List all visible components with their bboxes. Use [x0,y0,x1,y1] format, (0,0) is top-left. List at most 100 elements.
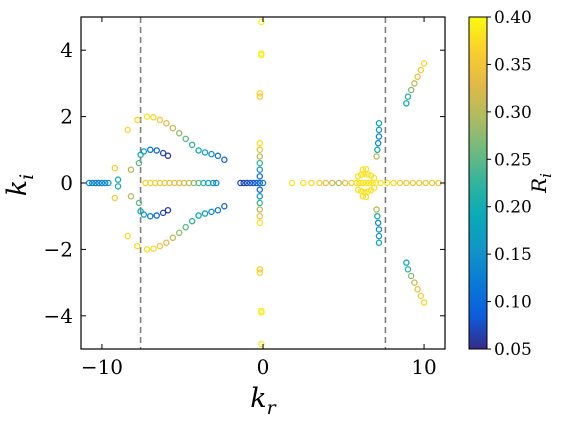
data-point [258,340,265,348]
data-point [188,141,196,149]
data-point [374,146,381,154]
data-point [250,179,257,187]
data-point [403,100,410,107]
data-point [404,266,412,273]
y-tick-label: −2 [44,237,73,261]
data-point [256,266,264,273]
data-point [95,179,102,187]
data-point [417,292,425,300]
colorbar-label: Ri [527,173,555,194]
colorbar-tick-label: 0.40 [494,8,532,28]
colorbar-tick-label: 0.20 [494,198,532,218]
data-point [147,146,154,154]
data-point [98,179,106,187]
colorbar-tick-label: 0.05 [494,340,532,360]
data-point [258,51,265,59]
data-point [364,171,371,178]
data-point [135,159,143,167]
data-point [362,179,370,187]
data-point [341,179,349,187]
data-point [256,90,264,97]
x-tick-label: 10 [411,355,436,379]
data-point [246,179,254,187]
data-point [373,153,380,160]
data-point [256,186,264,193]
data-point [288,179,296,187]
data-point [256,93,264,100]
data-point [156,116,164,124]
data-point [256,219,264,227]
data-point [417,66,425,74]
data-point [362,165,370,173]
data-point [322,179,330,187]
data-point [182,223,189,231]
data-point [258,307,265,315]
reference-lines [139,17,387,349]
data-point [111,164,119,172]
data-point [354,173,362,180]
data-point [256,153,264,160]
colorbar-tick-label: 0.30 [494,103,532,123]
data-point [159,209,167,217]
data-point [411,279,418,286]
data-point [420,60,428,67]
data-point [127,193,135,200]
data-point [195,212,202,219]
data-point [414,73,421,81]
data-point [396,179,404,187]
data-point [214,152,222,160]
data-point [253,179,260,187]
data-point [127,166,135,173]
data-point [375,239,383,247]
data-point [195,147,202,154]
data-point [335,179,342,187]
data-point [308,179,315,187]
data-point [175,229,183,237]
data-point [415,179,423,187]
y-tick-label: 4 [60,38,73,62]
data-point [256,146,264,154]
data-point [92,179,99,187]
y-axis-ticks: −4 −2 0 2 4 [44,38,445,328]
data-point [201,149,209,156]
data-point [85,179,93,187]
data-point [201,210,209,217]
data-point [156,242,164,250]
data-point [375,232,383,240]
data-point [140,211,148,218]
data-point [329,179,336,187]
x-axis-label-subscript: r [267,397,278,419]
data-points [85,18,442,348]
colorbar [468,16,488,350]
data-point [370,174,378,182]
data-point [153,147,160,154]
data-point [175,129,183,137]
data-point [375,226,383,233]
data-point [256,166,264,173]
data-point [404,93,412,100]
data-point [356,179,363,187]
data-point [374,219,382,227]
data-point [163,119,170,127]
colorbar-tick-label: 0.10 [494,293,532,313]
data-point [256,206,264,213]
data-point [256,199,264,207]
data-point [354,186,362,193]
data-point [150,245,157,252]
data-point [208,150,215,158]
data-point [420,299,428,306]
data-point [208,208,215,216]
data-point [403,259,410,266]
data-point [359,193,367,200]
data-point [163,239,170,247]
data-point [359,179,367,187]
data-point [114,176,122,183]
data-point [137,207,144,215]
data-point [213,179,220,187]
y-axis-label-subscript: i [16,174,38,180]
data-point [256,159,264,167]
y-tick-label: −4 [44,304,73,328]
data-point [150,114,157,121]
data-point [375,133,383,140]
